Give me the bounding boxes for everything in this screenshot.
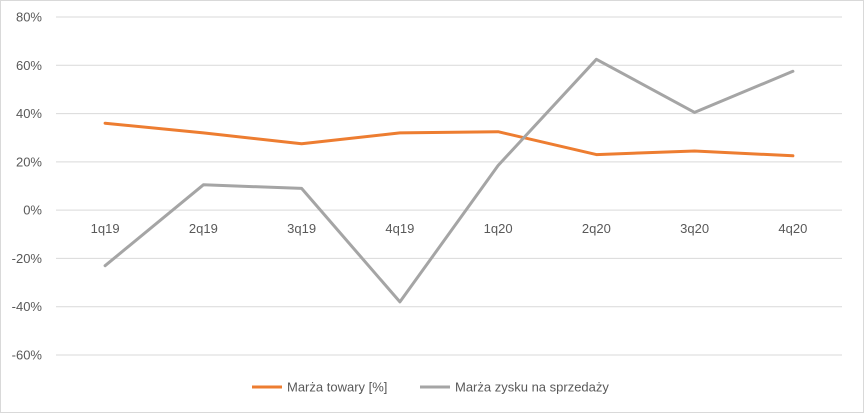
x-axis-ticks: 1q19 2q19 3q19 4q19 1q20 2q20 3q20 4q20 xyxy=(91,221,808,236)
y-tick-label: 40% xyxy=(16,106,42,121)
gridlines xyxy=(56,16,842,356)
x-tick-label: 4q20 xyxy=(778,221,807,236)
series-line-1 xyxy=(103,57,795,304)
x-tick-label: 1q20 xyxy=(484,221,513,236)
y-tick-label: -40% xyxy=(12,299,43,314)
x-tick-label: 2q19 xyxy=(189,221,218,236)
legend: Marża towary [%] Marża zysku na sprzedaży xyxy=(252,380,609,395)
x-tick-label: 1q19 xyxy=(91,221,120,236)
x-tick-label: 2q20 xyxy=(582,221,611,236)
series-line-0 xyxy=(103,121,795,158)
x-tick-label: 3q20 xyxy=(680,221,709,236)
legend-label-1: Marża zysku na sprzedaży xyxy=(455,380,609,395)
x-tick-label: 3q19 xyxy=(287,221,316,236)
y-tick-label: -20% xyxy=(12,251,43,266)
y-tick-label: 80% xyxy=(16,10,42,25)
legend-label-0: Marża towary [%] xyxy=(287,380,387,395)
y-tick-label: -60% xyxy=(12,348,43,363)
y-axis-ticks: 80% 60% 40% 20% 0% -20% -40% -60% xyxy=(12,10,43,363)
series-lines xyxy=(103,57,795,304)
y-tick-label: 20% xyxy=(16,154,42,169)
x-tick-label: 4q19 xyxy=(385,221,414,236)
y-tick-label: 60% xyxy=(16,58,42,73)
y-tick-label: 0% xyxy=(23,203,42,218)
